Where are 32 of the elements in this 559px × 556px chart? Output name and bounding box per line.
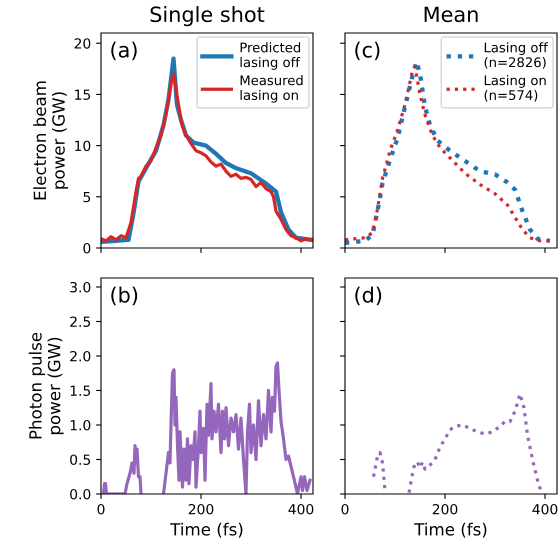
y-tick-label: 5 [84, 192, 90, 202]
legend-label: Lasing on (n=574) [484, 75, 546, 102]
y-axis-title: Electron beam power (GW) [33, 81, 68, 200]
annotation: (d) [355, 286, 382, 306]
y-tick-label: 0.5 [70, 454, 90, 465]
x-tick-label: 400 [288, 504, 314, 514]
y-tick-label: 20 [74, 38, 90, 49]
x-tick-label: 200 [188, 504, 214, 514]
y-tick-label: 0 [83, 242, 90, 254]
legend-label: Measured lasing on [240, 75, 303, 103]
y-tick-label: 15 [75, 90, 90, 100]
legend-label: Predicted lasing off [240, 42, 300, 70]
x-tick-label: 0 [341, 504, 348, 514]
y-tick-label: 2.0 [70, 350, 90, 362]
y-tick-label: 2.5 [70, 316, 90, 327]
y-tick-label: 0.0 [70, 488, 90, 500]
y-tick-label: 10 [75, 140, 90, 152]
chart-title: Single shot [150, 6, 264, 26]
annotation: (b) [111, 286, 138, 306]
legend-label: Lasing off (n=2826) [484, 42, 548, 69]
chart-title: Mean [424, 6, 478, 22]
x-axis-title: Time (fs) [414, 522, 486, 538]
x-tick-label: 200 [432, 504, 458, 514]
y-axis-title: Photon pulse power (GW) [28, 332, 64, 438]
x-tick-label: 0 [97, 504, 104, 514]
y-tick-label: 1.5 [70, 386, 90, 396]
y-tick-label: 3.0 [70, 282, 90, 292]
y-tick-label: 1.0 [70, 420, 90, 430]
x-axis-title: Time (fs) [170, 522, 242, 538]
annotation: (c) [355, 42, 380, 60]
annotation: (a) [111, 42, 137, 60]
x-tick-label: 400 [532, 504, 558, 514]
